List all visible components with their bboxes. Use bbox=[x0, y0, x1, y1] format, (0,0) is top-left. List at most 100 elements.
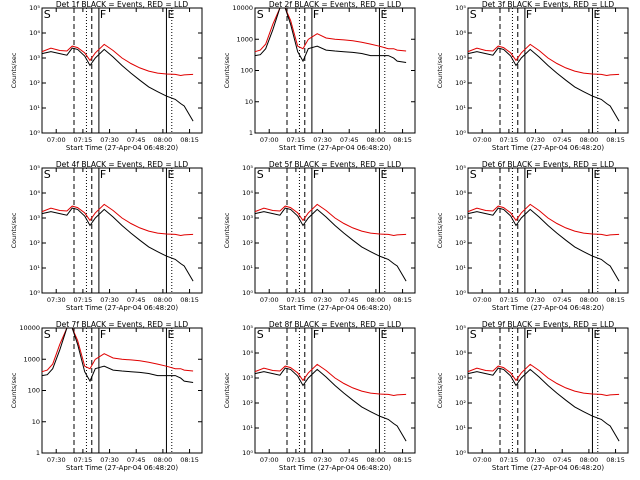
y-axis-label: Counts/sec bbox=[223, 212, 231, 248]
x-tick-label: 08:00 bbox=[367, 296, 386, 304]
x-axis-label: Start Time (27-Apr-04 06:48:20) bbox=[492, 304, 604, 312]
x-tick-label: 07:30 bbox=[47, 296, 66, 304]
y-axis-label: Counts/sec bbox=[436, 372, 444, 408]
y-tick-label: 10⁴ bbox=[455, 349, 466, 357]
x-axis-label: Start Time (27-Apr-04 06:48:20) bbox=[279, 464, 391, 472]
end-marker: E bbox=[380, 168, 387, 181]
detector-panel: Det 5f BLACK = Events, RED = LLD 10⁰ 10¹ 10… bbox=[223, 160, 416, 312]
x-tick-label: 08:15 bbox=[606, 136, 625, 144]
lld-series-line bbox=[41, 327, 194, 373]
flare-marker: F bbox=[100, 168, 106, 181]
x-tick-label: 07:15 bbox=[74, 136, 93, 144]
x-tick-label: 07:45 bbox=[553, 456, 572, 464]
x-tick-label: 08:15 bbox=[606, 456, 625, 464]
y-tick-label: 10⁵ bbox=[242, 164, 253, 172]
events-series-line bbox=[41, 327, 194, 383]
y-tick-label: 10¹ bbox=[242, 424, 253, 432]
panel-title: Det 3f BLACK = Events, RED = LLD bbox=[482, 0, 615, 9]
lld-series-line bbox=[467, 203, 620, 237]
end-marker: E bbox=[167, 328, 174, 341]
x-tick-label: 07:15 bbox=[287, 136, 306, 144]
x-tick-label: 07:30 bbox=[526, 456, 545, 464]
x-tick-label: 08:00 bbox=[154, 296, 173, 304]
end-marker: E bbox=[167, 8, 174, 21]
end-marker: E bbox=[593, 8, 600, 21]
flare-marker: F bbox=[313, 168, 319, 181]
y-tick-label: 10⁰ bbox=[242, 449, 253, 457]
x-tick-label: 08:00 bbox=[367, 456, 386, 464]
x-tick-label: 07:00 bbox=[47, 136, 66, 144]
plot-frame bbox=[467, 7, 629, 134]
x-tick-label: 07:15 bbox=[500, 296, 519, 304]
y-axis-label: Counts/sec bbox=[436, 52, 444, 88]
detector-panel: Det 2f BLACK = Events, RED = LLD 1 10 100 10… bbox=[223, 0, 416, 152]
x-tick-label: 08:00 bbox=[367, 136, 386, 144]
plot-frame bbox=[467, 167, 629, 294]
y-tick-label: 1 bbox=[36, 449, 40, 457]
events-series-line bbox=[254, 207, 407, 282]
lld-series-line bbox=[254, 203, 407, 237]
plot-frame bbox=[41, 7, 203, 134]
y-axis-label: Counts/sec bbox=[223, 52, 231, 88]
y-tick-label: 10⁴ bbox=[242, 349, 253, 357]
x-tick-label: 08:15 bbox=[393, 456, 412, 464]
y-tick-label: 10 bbox=[32, 418, 40, 426]
plot-frame bbox=[41, 327, 203, 454]
x-tick-label: 07:30 bbox=[313, 296, 332, 304]
y-tick-label: 10³ bbox=[455, 214, 466, 222]
y-tick-label: 10³ bbox=[29, 54, 40, 62]
panel-title: Det 1f BLACK = Events, RED = LLD bbox=[56, 0, 189, 9]
lld-series-line bbox=[41, 43, 194, 77]
y-tick-label: 10¹ bbox=[455, 104, 466, 112]
flare-marker: F bbox=[100, 328, 106, 341]
x-tick-label: 07:45 bbox=[553, 296, 572, 304]
detector-panel: Det 6f BLACK = Events, RED = LLD 10⁰ 10¹ 10… bbox=[436, 160, 629, 312]
x-axis-label: Start Time (27-Apr-04 06:48:20) bbox=[279, 304, 391, 312]
x-tick-label: 07:30 bbox=[313, 136, 332, 144]
y-tick-label: 10¹ bbox=[242, 264, 253, 272]
y-tick-label: 10⁰ bbox=[29, 129, 40, 137]
events-series-line bbox=[254, 7, 407, 63]
y-axis-label: Counts/sec bbox=[436, 212, 444, 248]
lld-series-line bbox=[467, 363, 620, 397]
lld-series-line bbox=[467, 43, 620, 77]
x-tick-label: 08:00 bbox=[580, 136, 599, 144]
x-tick-label: 07:15 bbox=[500, 456, 519, 464]
x-tick-label: 07:30 bbox=[100, 296, 119, 304]
y-tick-label: 1000 bbox=[236, 35, 253, 43]
x-tick-label: 07:45 bbox=[340, 456, 359, 464]
plot-frame bbox=[41, 167, 203, 294]
detector-panel: Det 4f BLACK = Events, RED = LLD 10⁰ 10¹ 10… bbox=[10, 160, 203, 312]
y-tick-label: 10⁴ bbox=[29, 189, 40, 197]
events-series-line bbox=[41, 207, 194, 282]
y-tick-label: 10⁴ bbox=[455, 189, 466, 197]
x-tick-label: 07:00 bbox=[260, 456, 279, 464]
x-tick-label: 07:00 bbox=[473, 136, 492, 144]
plot-frame bbox=[254, 327, 416, 454]
y-tick-label: 10² bbox=[29, 239, 40, 247]
x-tick-label: 07:45 bbox=[340, 136, 359, 144]
x-axis-label: Start Time (27-Apr-04 06:48:20) bbox=[66, 304, 178, 312]
plot-frame bbox=[254, 7, 416, 134]
y-tick-label: 10⁴ bbox=[455, 29, 466, 37]
y-tick-label: 10³ bbox=[242, 374, 253, 382]
x-tick-label: 07:15 bbox=[74, 456, 93, 464]
plot-frame bbox=[254, 167, 416, 294]
x-tick-label: 08:15 bbox=[393, 296, 412, 304]
x-tick-label: 08:00 bbox=[580, 456, 599, 464]
events-series-line bbox=[254, 367, 407, 442]
start-marker: S bbox=[470, 328, 477, 341]
y-axis-label: Counts/sec bbox=[10, 372, 18, 408]
events-series-line bbox=[467, 47, 620, 122]
y-tick-label: 10⁵ bbox=[242, 324, 253, 332]
y-axis-label: Counts/sec bbox=[10, 212, 18, 248]
flare-marker: F bbox=[100, 8, 106, 21]
y-tick-label: 10³ bbox=[29, 214, 40, 222]
y-tick-label: 10² bbox=[455, 239, 466, 247]
x-tick-label: 08:15 bbox=[393, 136, 412, 144]
y-tick-label: 10000 bbox=[232, 4, 253, 12]
x-tick-label: 07:45 bbox=[340, 296, 359, 304]
x-tick-label: 07:00 bbox=[473, 296, 492, 304]
y-tick-label: 10⁰ bbox=[455, 449, 466, 457]
